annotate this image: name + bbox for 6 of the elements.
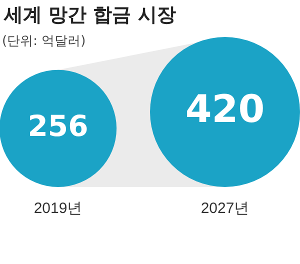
data-label: 256 [28,108,88,143]
text: (단위: 억달러) [2,33,86,50]
category-label: 2019년 [34,200,82,218]
text: 세계 망간 합금 시장 [4,3,176,28]
data-label: 420 [185,86,265,131]
category-label: 2027년 [200,200,250,218]
